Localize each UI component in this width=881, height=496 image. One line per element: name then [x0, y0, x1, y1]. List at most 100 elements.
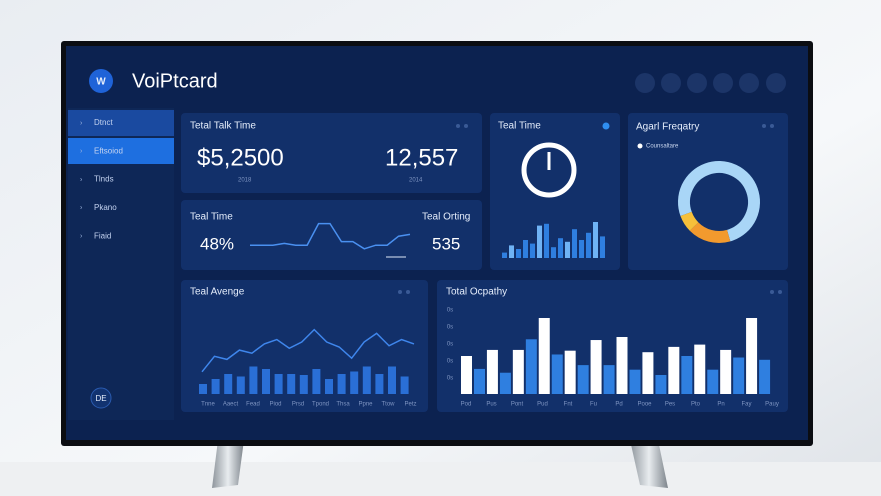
bar: [337, 374, 346, 394]
nav-item-active[interactable]: [68, 138, 174, 164]
bar: [642, 352, 654, 394]
bar: [579, 240, 584, 258]
toolbar-button[interactable]: [687, 73, 707, 93]
bar: [362, 366, 371, 394]
x-label: Fu: [590, 402, 597, 408]
nav-label[interactable]: Pkano: [94, 203, 117, 212]
kpi-sub: 2014: [409, 178, 423, 184]
bar: [586, 232, 591, 258]
donut-segment: [678, 161, 760, 243]
card: [181, 200, 482, 270]
card-title: Tetal Talk Time: [190, 121, 256, 132]
x-label: Ttow: [381, 402, 395, 408]
bar: [287, 374, 296, 394]
x-label: Fead: [246, 402, 260, 408]
bar: [629, 369, 641, 394]
bar: [530, 243, 535, 258]
toolbar-button[interactable]: [766, 73, 786, 93]
card: [628, 113, 788, 270]
bar: [509, 245, 514, 258]
bar: [325, 379, 333, 394]
bar: [400, 376, 409, 394]
bar: [681, 356, 693, 394]
bar: [516, 249, 521, 258]
bar: [746, 318, 758, 394]
toolbar-button[interactable]: [739, 73, 759, 93]
x-label: Piod: [269, 402, 281, 408]
kpi-value: $5,2500: [197, 144, 284, 171]
nav-label[interactable]: Tlnds: [94, 175, 114, 184]
gauge: [521, 142, 577, 198]
x-label: Aaect: [223, 402, 239, 408]
x-label: Pes: [665, 402, 675, 408]
x-label: Fnt: [564, 402, 573, 408]
bar: [199, 384, 207, 394]
bar: [274, 374, 283, 394]
bar: [375, 374, 384, 394]
x-label: Pud: [537, 402, 548, 408]
bar: [388, 366, 396, 394]
bar: [350, 371, 359, 394]
card-menu-dot: [398, 290, 402, 294]
kpi-sub: 2018: [238, 178, 252, 184]
card-title: Total Ocpathy: [446, 287, 507, 298]
toolbar-button[interactable]: [635, 73, 655, 93]
bar: [759, 359, 771, 394]
bar: [512, 349, 524, 394]
x-label: Tnne: [201, 402, 215, 408]
bar: [551, 247, 556, 258]
bar: [572, 229, 577, 258]
bar: [577, 365, 589, 394]
x-label: Pooe: [637, 402, 652, 408]
card: [181, 113, 482, 193]
toolbar-button[interactable]: [713, 73, 733, 93]
nav-arrow: ›: [80, 148, 83, 155]
x-label: Pus: [486, 402, 496, 408]
y-label: 0s: [447, 342, 453, 348]
bar: [668, 346, 680, 394]
status-dot: [602, 122, 610, 130]
bar: [486, 349, 498, 394]
nav-arrow: ›: [80, 176, 83, 183]
bar: [564, 350, 576, 394]
legend-label: Counsaltare: [646, 144, 679, 150]
bar: [600, 236, 605, 258]
stand-leg: [212, 440, 244, 488]
nav-label[interactable]: Fiaid: [94, 231, 111, 240]
card-menu-dot: [456, 124, 460, 128]
bar: [720, 349, 732, 394]
nav-item-bg[interactable]: [68, 110, 174, 136]
bar: [616, 337, 628, 394]
x-label: Thsa: [336, 402, 350, 408]
bar: [593, 222, 598, 258]
x-label: Pauy: [765, 402, 779, 408]
logo-text: W: [96, 77, 106, 88]
nav-label[interactable]: Eftsoiod: [94, 146, 123, 155]
x-label: Ppne: [358, 402, 373, 408]
bar: [733, 357, 745, 394]
card-title: Teal Orting: [422, 212, 470, 223]
card-menu-dot: [762, 124, 766, 128]
bar: [538, 318, 550, 394]
card-menu-dot: [770, 124, 774, 128]
card-menu-dot: [464, 124, 468, 128]
y-label: 0s: [447, 325, 453, 331]
user-avatar[interactable]: [90, 387, 112, 409]
bar: [525, 339, 537, 394]
bar: [224, 374, 233, 394]
bar: [537, 225, 542, 258]
card-title: Teal Time: [498, 121, 541, 132]
bar: [474, 368, 485, 394]
bar: [558, 238, 563, 258]
card-title: Teal Avenge: [190, 287, 245, 298]
bar: [523, 240, 528, 258]
toolbar-button[interactable]: [661, 73, 681, 93]
bar: [249, 366, 258, 394]
card-title: Agarl Freqatry: [636, 122, 699, 133]
nav-label[interactable]: Dtnct: [94, 118, 113, 127]
bar: [502, 252, 507, 258]
stand-leg: [630, 440, 668, 488]
nav-arrow: ›: [80, 233, 83, 240]
x-label: Petz: [404, 402, 416, 408]
avatar-text: DE: [95, 394, 106, 403]
